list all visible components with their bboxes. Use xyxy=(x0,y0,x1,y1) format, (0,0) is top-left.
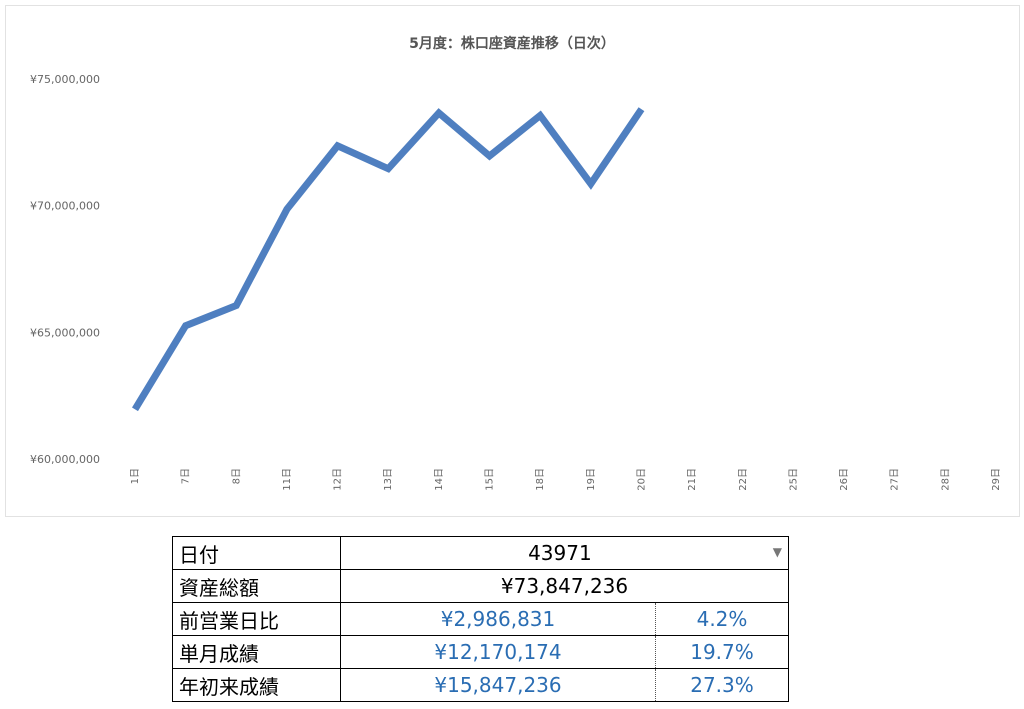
x-tick-label: 12日 xyxy=(333,468,344,491)
row-label: 単月成績 xyxy=(172,635,341,669)
x-tick-label: 22日 xyxy=(738,468,749,491)
x-tick-label: 19日 xyxy=(586,468,597,491)
date-cell[interactable]: ▼ 43971 xyxy=(340,536,789,570)
table-row: 単月成績 ¥12,170,174 19.7% xyxy=(172,635,789,669)
y-tick-label: ¥60,000,000 xyxy=(30,453,100,466)
y-tick-label: ¥70,000,000 xyxy=(30,200,100,213)
row-label: 日付 xyxy=(172,536,341,570)
percent: 4.2% xyxy=(655,602,789,636)
chart-title: 5月度：株口座資産推移（日次） xyxy=(409,35,615,52)
row-label: 資産総額 xyxy=(172,569,341,603)
x-tick-label: 15日 xyxy=(485,468,496,491)
x-tick-label: 11日 xyxy=(282,468,293,491)
x-tick-label: 20日 xyxy=(636,468,647,491)
x-tick-label: 8日 xyxy=(231,468,242,484)
x-tick-label: 21日 xyxy=(687,468,698,491)
x-tick-label: 27日 xyxy=(890,468,901,491)
percent: 19.7% xyxy=(655,635,789,669)
row-label: 年初来成績 xyxy=(172,668,341,702)
table-row: 年初来成績 ¥15,847,236 27.3% xyxy=(172,668,789,702)
table-row: 日付 ▼ 43971 xyxy=(172,536,789,570)
y-tick-label: ¥75,000,000 xyxy=(30,73,100,86)
table-row: 前営業日比 ¥2,986,831 4.2% xyxy=(172,602,789,636)
table-row: 資産総額 ¥73,847,236 xyxy=(172,569,789,603)
chart: 5月度：株口座資産推移（日次） ¥60,000,000 ¥65,000,000 ¥7… xyxy=(5,5,1020,517)
x-tick-label: 1日 xyxy=(130,468,141,484)
x-tick-label: 29日 xyxy=(991,468,1002,491)
dropdown-arrow[interactable]: ▼ xyxy=(772,545,782,559)
x-tick-label: 14日 xyxy=(434,468,445,491)
amount: ¥15,847,236 xyxy=(340,668,656,702)
x-tick-label: 25日 xyxy=(788,468,799,491)
chart-frame xyxy=(5,5,1020,517)
x-tick-label: 13日 xyxy=(383,468,394,491)
amount: ¥12,170,174 xyxy=(340,635,656,669)
date-value: 43971 xyxy=(528,541,592,565)
percent: 27.3% xyxy=(655,668,789,702)
row-label: 前営業日比 xyxy=(172,602,341,636)
amount: ¥2,986,831 xyxy=(340,602,656,636)
x-tick-label: 18日 xyxy=(535,468,546,491)
summary-table: 日付 ▼ 43971 資産総額 ¥73,847,236 前営業日比 ¥2,986,… xyxy=(172,536,789,702)
y-tick-label: ¥65,000,000 xyxy=(30,326,100,339)
series-line xyxy=(132,107,645,412)
x-tick-label: 7日 xyxy=(181,468,192,484)
x-tick-label: 26日 xyxy=(839,468,850,491)
x-tick-label: 28日 xyxy=(940,468,951,491)
total-value: ¥73,847,236 xyxy=(340,569,789,603)
